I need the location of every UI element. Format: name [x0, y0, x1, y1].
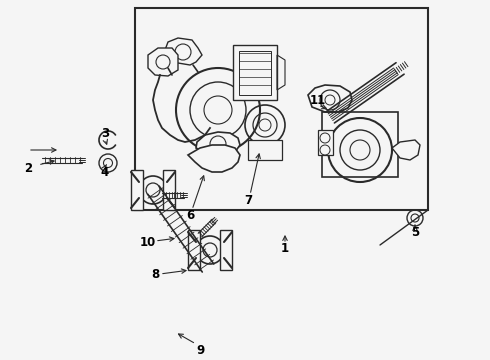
- Text: 5: 5: [411, 225, 419, 239]
- Polygon shape: [196, 132, 240, 155]
- Bar: [188, 230, 200, 270]
- Bar: [322, 112, 398, 177]
- Text: 2: 2: [24, 162, 32, 175]
- Polygon shape: [165, 38, 202, 65]
- Bar: [220, 230, 232, 270]
- Text: 4: 4: [101, 166, 109, 179]
- Polygon shape: [188, 145, 240, 172]
- Text: 1: 1: [281, 242, 289, 255]
- Bar: [135, 8, 428, 210]
- Text: 3: 3: [101, 126, 109, 140]
- Polygon shape: [392, 140, 420, 160]
- Text: 8: 8: [151, 269, 159, 282]
- Text: 10: 10: [140, 235, 156, 248]
- Bar: [239, 51, 271, 95]
- Bar: [163, 170, 175, 210]
- Text: 7: 7: [244, 194, 252, 207]
- Polygon shape: [308, 85, 352, 112]
- Text: 11: 11: [310, 94, 326, 107]
- Bar: [318, 130, 333, 155]
- Polygon shape: [148, 48, 178, 76]
- Bar: [233, 45, 277, 100]
- Bar: [131, 170, 143, 210]
- Bar: [248, 140, 282, 160]
- Text: 6: 6: [186, 208, 194, 221]
- Text: 9: 9: [196, 343, 204, 356]
